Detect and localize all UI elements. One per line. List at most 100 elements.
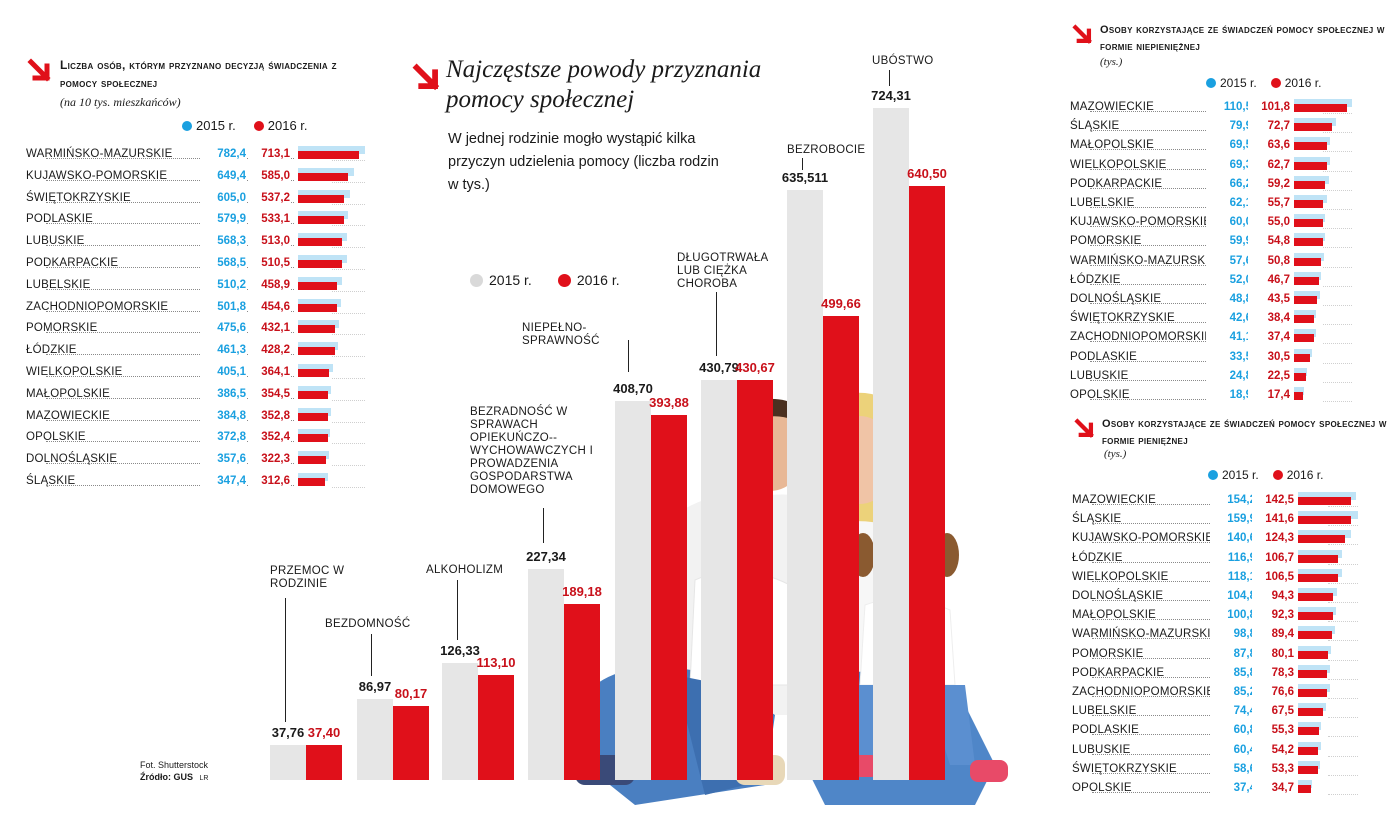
left-chart-subtitle: (na 10 tys. mieszkańców)	[60, 95, 181, 109]
category-label: DŁUGOTRWAŁA LUB CIĘŻKA CHOROBA	[677, 252, 768, 290]
bar-2016	[298, 216, 344, 225]
value-2015: 33,5	[1206, 346, 1252, 369]
value-2015: 104,8	[1210, 586, 1256, 608]
row-rule	[1323, 113, 1352, 114]
bar-2016	[1294, 392, 1304, 400]
table-row: KUJAWSKO-POMORSKIE 140,6 124,3	[1072, 528, 1358, 550]
table-row: DOLNOŚLĄSKIE 104,8 94,3	[1072, 586, 1358, 608]
dot-leader	[46, 310, 294, 312]
row-rule	[1323, 132, 1352, 134]
region-name: MAZOWIECKIE	[1070, 101, 1154, 113]
bar-2015	[298, 429, 330, 438]
bar-2015	[873, 108, 909, 780]
row-rule	[331, 334, 365, 336]
bar-2015	[1294, 156, 1331, 165]
bar-2015	[528, 569, 564, 780]
value-2016: 354,5	[248, 383, 290, 406]
table-row: OPOLSKIE 37,4 34,7	[1072, 778, 1358, 800]
region-name: WARMIŃSKO-MAZURSKIE	[1072, 628, 1219, 641]
dot-leader	[1090, 207, 1290, 208]
row-rule	[1323, 209, 1352, 210]
value-2016: 454,6	[248, 296, 290, 319]
dot-leader	[1090, 283, 1290, 285]
category-label: ALKOHOLIZM	[426, 564, 504, 576]
table-row: ŚWIĘTOKRZYSKIE 42,6 38,4	[1070, 308, 1352, 330]
row-rule	[1323, 324, 1352, 326]
region-name: WIELKOPOLSKIE	[1072, 570, 1169, 583]
dot-leader	[1090, 379, 1290, 381]
value-2016: 352,4	[248, 427, 290, 449]
dot-leader	[46, 419, 294, 421]
bar-2015	[298, 167, 354, 176]
region-name: ŚLĄSKIE	[26, 475, 76, 487]
dot-leader	[46, 485, 294, 486]
arrow-down-right-icon	[1072, 24, 1092, 44]
value-2016: 46,7	[1248, 269, 1290, 292]
value-label-2015: 635,511	[781, 170, 829, 186]
value-label-2016: 37,40	[307, 725, 341, 741]
bar-2015	[298, 189, 350, 198]
leader-line	[628, 340, 629, 372]
table-row: PODKARPACKIE 85,8 78,3	[1072, 662, 1358, 685]
value-2016: 76,6	[1252, 682, 1294, 704]
row-rule	[331, 443, 365, 445]
value-2015: 58,6	[1210, 758, 1256, 781]
dot-leader	[1092, 676, 1294, 678]
bar-2016	[298, 281, 338, 290]
leader-line	[889, 70, 890, 86]
bar-2015	[1294, 271, 1322, 280]
dot-leader	[46, 397, 294, 399]
row-rule	[331, 356, 365, 358]
legend-2015-dot	[182, 120, 192, 131]
value-2016: 55,7	[1248, 193, 1290, 215]
legend-2015-dot	[1208, 470, 1218, 480]
table-row: MAZOWIECKIE 384,8 352,8	[26, 405, 365, 428]
bar-2016	[1294, 257, 1321, 266]
bar-2016	[564, 604, 600, 780]
bar-2016	[909, 185, 945, 780]
table-row: LUBUSKIE 24,8 22,5	[1070, 365, 1352, 388]
region-name: PODKARPACKIE	[26, 257, 119, 269]
region-name: DOLNOŚLĄSKIE	[26, 453, 118, 466]
value-2016: 43,5	[1248, 289, 1290, 311]
bar-2016	[1298, 554, 1339, 563]
bar-2015	[298, 451, 329, 460]
value-2016: 17,4	[1248, 385, 1290, 407]
value-2015: 118,1	[1210, 566, 1256, 589]
table-row: MAZOWIECKIE 154,2 142,5	[1072, 490, 1358, 512]
region-name: MAŁOPOLSKIE	[26, 387, 111, 400]
table-row: DOLNOŚLĄSKIE 357,6 322,3	[26, 449, 365, 471]
right-top-legend: 2015 r. 2016 r.	[1206, 76, 1321, 90]
region-name: LUBELSKIE	[26, 278, 91, 291]
bar-2016	[298, 347, 335, 356]
bar-2016	[1298, 631, 1332, 640]
region-name: OPOLSKIE	[26, 431, 86, 444]
dot-leader	[1092, 523, 1294, 525]
leader-line	[285, 598, 286, 722]
dot-leader	[1092, 696, 1294, 697]
dot-leader	[46, 354, 294, 356]
bar-2015	[1294, 118, 1336, 127]
dot-leader	[1090, 245, 1290, 247]
value-2015: 60,4	[1210, 739, 1256, 762]
region-name: ZACHODNIOPOMORSKIE	[1072, 686, 1215, 698]
table-row: ŚWIĘTOKRZYSKIE 605,0 537,2	[26, 187, 365, 210]
region-name: KUJAWSKO-POMORSKIE	[26, 169, 168, 182]
table-row: ŁÓDZKIE 461,3 428,2	[26, 340, 365, 362]
dot-leader	[1090, 322, 1290, 324]
dot-leader	[46, 376, 294, 377]
bar-2015	[298, 211, 348, 220]
bar-2016	[1298, 650, 1329, 659]
region-name: KUJAWSKO-POMORSKIE	[1072, 532, 1214, 545]
table-row: ŁÓDZKIE 52,0 46,7	[1070, 269, 1352, 292]
row-rule	[1328, 755, 1358, 757]
dot-leader	[1092, 619, 1294, 621]
value-2015: 66,2	[1206, 173, 1252, 196]
bar-2016	[1298, 516, 1352, 525]
value-2015: 568,3	[200, 231, 246, 253]
dot-leader	[46, 332, 294, 334]
category-label: UBÓSTWO	[872, 55, 934, 67]
row-rule	[331, 290, 365, 292]
bar-2016	[1294, 200, 1324, 208]
row-rule	[331, 225, 365, 227]
